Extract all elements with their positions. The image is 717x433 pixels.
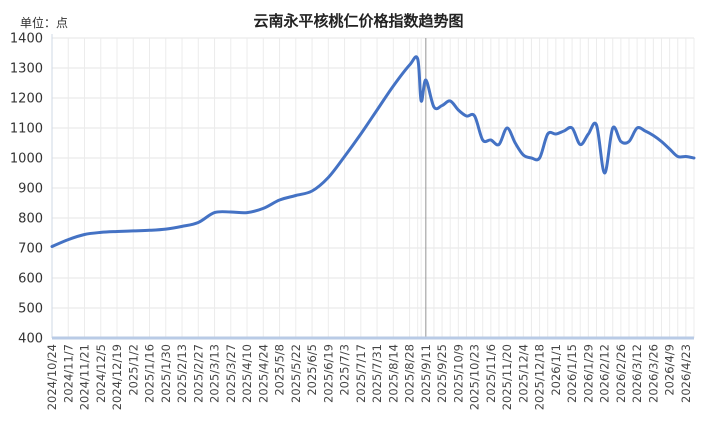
x-tick-label: 2026/1/29: [581, 344, 595, 403]
x-tick-label: 2026/3/12: [630, 344, 644, 403]
y-tick-label: 1100: [10, 122, 43, 137]
x-tick-label: 2025/8/14: [386, 344, 400, 403]
x-tick-label: 2026/4/9: [663, 344, 677, 396]
axis-layer: [51, 34, 694, 340]
series-layer: [50, 55, 696, 248]
x-tick-label: 2026/4/23: [679, 344, 693, 403]
y-tick-label: 1000: [10, 152, 43, 167]
y-tick-label: 800: [18, 212, 43, 227]
x-tick-label: 2025/5/8: [273, 344, 287, 396]
x-tick-label: 2025/3/27: [224, 344, 238, 403]
x-tick-label: 2025/8/28: [403, 344, 417, 403]
x-tick-label: 2025/1/2: [126, 344, 140, 396]
label-layer: 400 500 600 700 800 900 1000 1100 1200 1300 1400 20…: [10, 32, 693, 411]
x-tick-label: 2025/6/5: [305, 344, 319, 396]
y-tick-label: 600: [18, 272, 43, 287]
x-tick-label: 2024/11/21: [78, 344, 92, 410]
x-tick-label: 2025/9/11: [419, 344, 433, 403]
x-tick-label: 2026/2/26: [614, 344, 628, 403]
x-tick-label: 2025/10/9: [451, 344, 465, 403]
x-tick-label: 2025/3/13: [208, 344, 222, 403]
x-tick-label: 2025/12/18: [533, 344, 547, 410]
x-tick-label: 2025/5/22: [289, 344, 303, 403]
x-tick-label: 2025/6/19: [321, 344, 335, 403]
x-tick-label: 2025/12/4: [516, 344, 530, 403]
x-tick-label: 2025/11/20: [500, 344, 514, 410]
x-tick-label: 2025/2/13: [175, 344, 189, 403]
x-tick-label: 2025/11/6: [484, 344, 498, 403]
x-tick-label: 2026/1/1: [549, 344, 563, 396]
x-tick-label: 2025/4/24: [256, 344, 270, 403]
chart-title: 云南永平核桃仁价格指数趋势图: [253, 12, 464, 30]
x-tick-label: 2025/9/25: [435, 344, 449, 403]
x-tick-label: 2024/11/7: [61, 344, 75, 403]
y-tick-label: 1400: [10, 32, 43, 47]
x-tick-label: 2024/10/24: [45, 344, 59, 410]
y-tick-label: 1300: [10, 62, 43, 77]
x-tick-label: 2025/1/16: [143, 344, 157, 403]
grid-layer: [51, 37, 695, 339]
x-tick-label: 2025/4/10: [240, 344, 254, 403]
y-tick-label: 1200: [10, 92, 43, 107]
x-tick-label: 2026/1/15: [565, 344, 579, 403]
x-tick-label: 2024/12/5: [94, 344, 108, 403]
series-line: [50, 55, 696, 248]
x-tick-label: 2024/12/19: [110, 344, 124, 410]
y-tick-label: 900: [18, 182, 43, 197]
x-tick-label: 2025/1/30: [159, 344, 173, 403]
x-tick-label: 2025/7/31: [370, 344, 384, 403]
x-tick-label: 2026/3/26: [646, 344, 660, 403]
x-tick-label: 2025/2/27: [191, 344, 205, 403]
y-tick-label: 500: [18, 302, 43, 317]
unit-label: 单位：点: [20, 16, 69, 30]
x-tick-label: 2026/2/12: [598, 344, 612, 403]
x-tick-label: 2025/10/23: [468, 344, 482, 410]
x-tick-label: 2025/7/17: [354, 344, 368, 403]
x-tick-label: 2025/7/3: [338, 344, 352, 396]
y-tick-label: 400: [18, 332, 43, 347]
y-tick-label: 700: [18, 242, 43, 257]
